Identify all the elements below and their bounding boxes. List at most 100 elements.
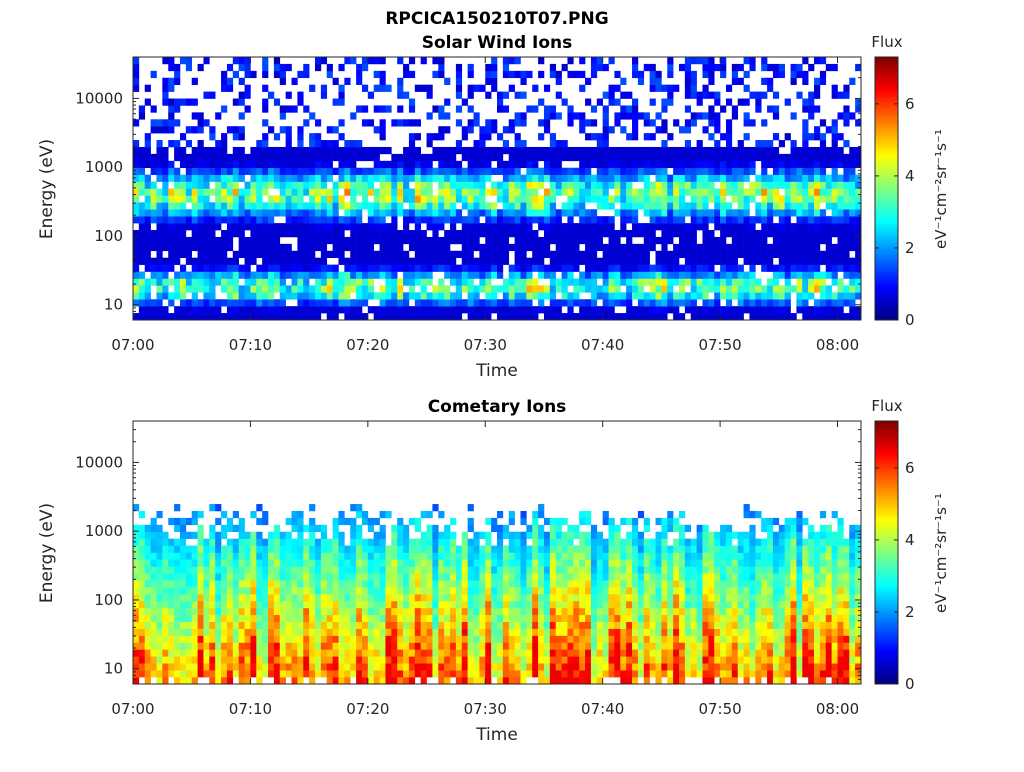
heatmap-cell [679, 161, 685, 168]
heatmap-cell [650, 278, 656, 285]
heatmap-cell [767, 161, 773, 168]
heatmap-cell [233, 601, 239, 608]
heatmap-cell [256, 223, 262, 230]
heatmap-cell [415, 119, 421, 126]
heatmap-cell [726, 209, 732, 216]
heatmap-cell [509, 278, 515, 285]
heatmap-cell [855, 265, 861, 272]
heatmap-cell [174, 566, 180, 573]
heatmap-cell [403, 649, 409, 656]
heatmap-cell [597, 154, 603, 161]
heatmap-cell [509, 272, 515, 279]
heatmap-cell [427, 306, 433, 313]
heatmap-cell [591, 237, 597, 244]
heatmap-cell [245, 92, 251, 99]
heatmap-cell [632, 154, 638, 161]
heatmap-cell [256, 642, 262, 649]
heatmap-cell [597, 292, 603, 299]
heatmap-cell [233, 539, 239, 546]
heatmap-cell [344, 292, 350, 299]
heatmap-cell [562, 313, 568, 320]
heatmap-cell [427, 553, 433, 560]
heatmap-cell [356, 230, 362, 237]
heatmap-cell [274, 601, 280, 608]
heatmap-cell [327, 656, 333, 663]
heatmap-cell [832, 306, 838, 313]
heatmap-cell [814, 161, 820, 168]
heatmap-cell [785, 209, 791, 216]
heatmap-cell [673, 272, 679, 279]
heatmap-cell [427, 594, 433, 601]
heatmap-cell [397, 553, 403, 560]
heatmap-cell [327, 64, 333, 71]
heatmap-cell [403, 306, 409, 313]
heatmap-cell [738, 78, 744, 85]
heatmap-cell [192, 622, 198, 629]
heatmap-cell [585, 182, 591, 189]
heatmap-cell [303, 553, 309, 560]
heatmap-cell [274, 265, 280, 272]
heatmap-cell [491, 230, 497, 237]
heatmap-cell [609, 195, 615, 202]
heatmap-cell [215, 175, 221, 182]
heatmap-cell [245, 532, 251, 539]
heatmap-cell [421, 265, 427, 272]
heatmap-cell [356, 313, 362, 320]
heatmap-cell [198, 237, 204, 244]
heatmap-cell [796, 71, 802, 78]
heatmap-cell [468, 182, 474, 189]
heatmap-cell [438, 105, 444, 112]
heatmap-cell [403, 299, 409, 306]
heatmap-cell [292, 629, 298, 636]
heatmap-cell [638, 147, 644, 154]
heatmap-cell [333, 539, 339, 546]
heatmap-cell [491, 147, 497, 154]
heatmap-cell [427, 195, 433, 202]
heatmap-cell [432, 292, 438, 299]
heatmap-cell [427, 189, 433, 196]
heatmap-cell [438, 216, 444, 223]
heatmap-cell [444, 230, 450, 237]
heatmap-cell [614, 251, 620, 258]
heatmap-cell [661, 126, 667, 133]
heatmap-cell [262, 71, 268, 78]
heatmap-cell [227, 553, 233, 560]
heatmap-cell [497, 230, 503, 237]
heatmap-cell [838, 175, 844, 182]
heatmap-cell [661, 237, 667, 244]
heatmap-cell [409, 566, 415, 573]
heatmap-cell [262, 189, 268, 196]
heatmap-cell [309, 147, 315, 154]
heatmap-cell [245, 559, 251, 566]
heatmap-cell [479, 195, 485, 202]
heatmap-cell [262, 278, 268, 285]
heatmap-cell [280, 195, 286, 202]
heatmap-cell [791, 285, 797, 292]
heatmap-cell [303, 71, 309, 78]
heatmap-cell [573, 265, 579, 272]
heatmap-cell [186, 244, 192, 251]
heatmap-cell [198, 258, 204, 265]
heatmap-cell [174, 230, 180, 237]
heatmap-cell [139, 189, 145, 196]
heatmap-cell [262, 272, 268, 279]
heatmap-cell [632, 189, 638, 196]
heatmap-cell [679, 209, 685, 216]
heatmap-cell [321, 57, 327, 64]
heatmap-cell [245, 622, 251, 629]
heatmap-cell [162, 559, 168, 566]
heatmap-cell [333, 147, 339, 154]
heatmap-cell [315, 649, 321, 656]
heatmap-cell [626, 92, 632, 99]
heatmap-cell [350, 195, 356, 202]
heatmap-cell [350, 636, 356, 643]
heatmap-cell [280, 209, 286, 216]
heatmap-cell [744, 299, 750, 306]
heatmap-cell [168, 78, 174, 85]
heatmap-cell [438, 71, 444, 78]
heatmap-cell [174, 64, 180, 71]
heatmap-cell [180, 57, 186, 64]
heatmap-cell [256, 251, 262, 258]
heatmap-cell [644, 244, 650, 251]
heatmap-cell [432, 608, 438, 615]
